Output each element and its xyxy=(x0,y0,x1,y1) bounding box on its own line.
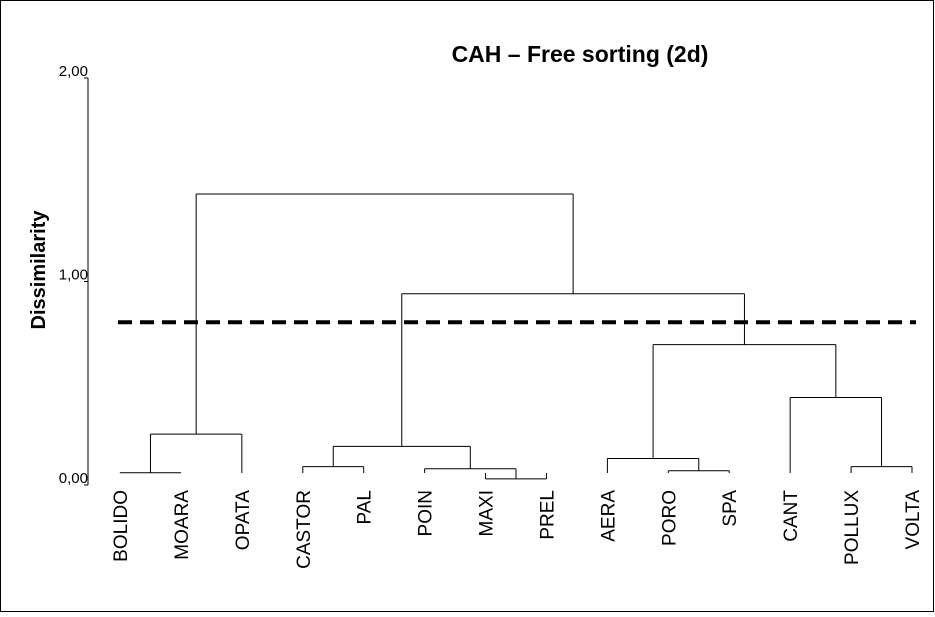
leaf-label: SPA xyxy=(720,490,741,527)
leaf-label: MOARA xyxy=(172,490,193,560)
chart-title: CAH – Free sorting (2d) xyxy=(452,41,709,67)
leaf-label: AERA xyxy=(598,490,619,542)
leaf-label: OPATA xyxy=(233,490,254,551)
y-tick-label: 0,00 xyxy=(59,470,88,487)
leaf-label: MAXI xyxy=(477,490,498,536)
leaf-label: POIN xyxy=(416,490,437,536)
leaf-label: VOLTA xyxy=(903,490,924,550)
y-axis-title: Dissimilarity xyxy=(28,210,50,330)
leaf-label: POLLUX xyxy=(842,490,863,565)
leaf-label: PREL xyxy=(537,490,558,540)
leaf-label: CASTOR xyxy=(294,490,315,569)
leaf-label: PORO xyxy=(659,490,680,546)
leaf-label: CANT xyxy=(781,490,802,542)
leaf-label: BOLIDO xyxy=(111,490,132,562)
y-tick-label: 2,00 xyxy=(59,63,88,80)
y-tick-label: 1,00 xyxy=(59,267,88,284)
leaf-label: PAL xyxy=(355,490,376,525)
